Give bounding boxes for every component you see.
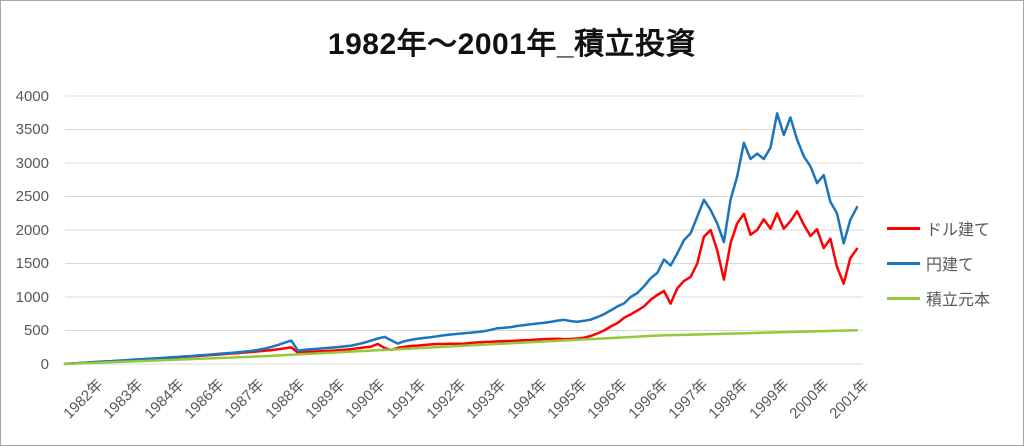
series-line-2 (63, 328, 859, 366)
y-axis-tick-label: 0 (40, 355, 49, 373)
legend-line-swatch (887, 226, 920, 230)
y-axis-tick-label: 2000 (15, 221, 49, 239)
legend-item-0: ドル建て (887, 218, 991, 239)
chart-title: 1982年～2001年_積立投資 (327, 28, 697, 61)
legend-line-swatch (887, 296, 920, 300)
y-axis-tick-label: 1000 (15, 288, 49, 306)
y-axis-tick-label: 2500 (15, 188, 49, 205)
legend-label: 円建て (926, 257, 975, 274)
legend-item-2: 積立元本 (887, 288, 991, 309)
series-line-1 (63, 112, 859, 366)
y-axis-tick-label: 4000 (15, 87, 49, 105)
legend-label: ドル建て (926, 222, 991, 239)
legend: ドル建て円建て積立元本 (887, 218, 990, 323)
y-axis-tick-label: 500 (23, 322, 49, 339)
legend-line-swatch (887, 261, 920, 265)
y-axis-tick-label: 3500 (15, 121, 49, 138)
legend-label: 積立元本 (926, 292, 991, 309)
y-axis-tick-label: 3000 (15, 154, 49, 172)
legend-item-1: 円建て (887, 253, 990, 274)
y-axis-tick-label: 1500 (15, 255, 49, 272)
series-line-0 (63, 209, 859, 366)
